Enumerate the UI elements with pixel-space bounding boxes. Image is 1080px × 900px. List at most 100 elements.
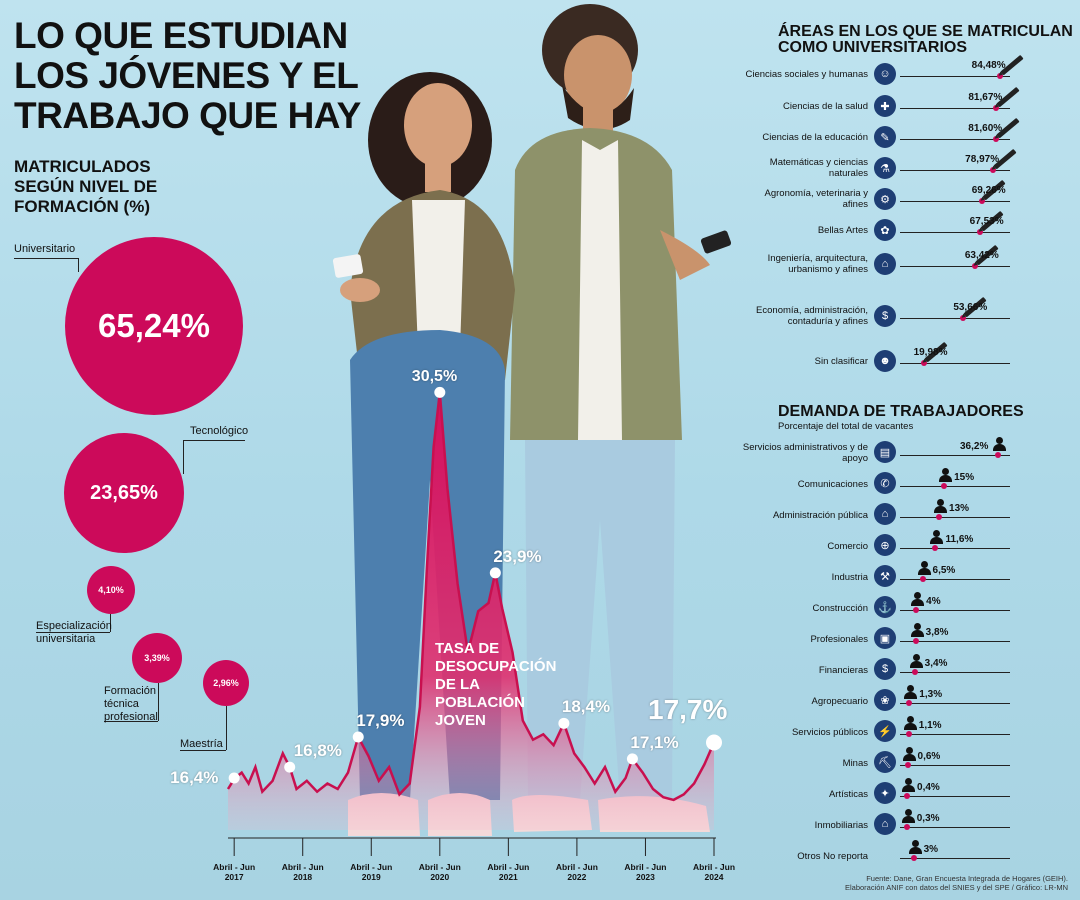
mine-icon: ⛏ <box>874 751 896 773</box>
demand-value: 0,6% <box>917 751 941 762</box>
area-bar-line <box>900 139 1010 140</box>
leader-line <box>158 683 159 721</box>
demand-bar-line <box>900 548 1010 549</box>
area-value: 67,53% <box>969 216 1004 227</box>
demand-bar-line <box>900 517 1010 518</box>
demand-bar-line <box>900 765 1010 766</box>
x-tick-label: Abril - Jun 2017 <box>213 862 256 882</box>
demand-value: 1,1% <box>918 720 942 731</box>
demand-label: Profesionales <box>810 634 868 645</box>
demand-value: 1,3% <box>919 689 943 700</box>
demand-bar-line <box>900 455 1010 456</box>
x-tick-label: Abril - Jun 2018 <box>281 862 324 882</box>
data-point <box>706 734 722 751</box>
x-tick-label: Abril - Jun 2022 <box>555 862 598 882</box>
bubble-label-tecnologico: Tecnológico <box>190 425 249 437</box>
data-label: 16,8% <box>293 741 342 761</box>
demand-label: Comercio <box>827 541 868 552</box>
palette-icon: ✿ <box>874 219 896 241</box>
tick-group <box>233 838 715 856</box>
megaphone-icon: ✆ <box>874 472 896 494</box>
area-label: Matemáticas y ciencias naturales <box>769 157 868 179</box>
demand-bar-line <box>900 610 1010 611</box>
demand-value-dot <box>932 545 939 551</box>
tractor-icon: ⚙ <box>874 188 896 210</box>
demand-value-dot <box>904 762 911 768</box>
source-line-2: Elaboración ANIF con datos del SNIES y d… <box>844 883 1068 892</box>
demand-value-dot <box>903 824 910 830</box>
briefcase-icon: ▣ <box>874 627 896 649</box>
person-icon <box>902 747 916 761</box>
coins-icon: $ <box>874 658 896 680</box>
bubble-maestria: 2,96% <box>203 660 249 706</box>
demand-label: Inmobiliarias <box>814 820 868 831</box>
areas-title-line-2: COMO UNIVERSITARIOS <box>778 39 968 56</box>
demand-label: Otros No reporta <box>797 851 868 862</box>
demand-value-dot <box>941 483 948 489</box>
area-label: Ingeniería, arquitectura, urbanismo y af… <box>767 253 868 275</box>
person-icon <box>992 437 1006 451</box>
demand-value: 3,8% <box>925 627 949 638</box>
demand-value: 0,3% <box>916 813 940 824</box>
bubble-label-universitario: Universitario <box>14 243 76 255</box>
data-label: 18,4% <box>561 697 611 717</box>
utility-icon: ⚡ <box>874 720 896 742</box>
leader-line <box>36 632 110 633</box>
crane-icon: ⚓ <box>874 596 896 618</box>
data-label: 17,1% <box>630 732 679 752</box>
area-label: Ciencias de la educación <box>762 132 868 143</box>
area-label: Ciencias sociales y humanas <box>745 69 868 80</box>
demand-bar-line <box>900 641 1010 642</box>
demand-value-dot <box>905 731 912 737</box>
area-value: 53,66% <box>953 302 988 313</box>
person-icon <box>929 530 944 544</box>
leader-line <box>183 440 184 474</box>
demand-value: 6,5% <box>932 565 956 576</box>
admin-icon: ▤ <box>874 441 896 463</box>
x-tick-label: Abril - Jun 2019 <box>350 862 393 882</box>
demand-value: 4% <box>926 596 941 607</box>
x-tick-label: Abril - Jun 2020 <box>418 862 461 882</box>
bubble-universitario: 65,24% <box>65 237 243 415</box>
person-icon <box>903 716 917 730</box>
data-label: 23,9% <box>493 546 542 566</box>
area-bar-line <box>900 232 1010 233</box>
demand-value: 15% <box>954 472 975 483</box>
area-bar-line <box>900 363 1010 364</box>
demanda-title: DEMANDA DE TRABAJADORES <box>778 403 1024 420</box>
leader-line <box>183 440 245 441</box>
demand-bar-line <box>900 486 1010 487</box>
area-value: 84,48% <box>971 60 1006 71</box>
data-point <box>489 567 501 579</box>
people-icon: ☺ <box>874 63 896 85</box>
man-figure <box>510 4 732 832</box>
area-bar-line <box>900 266 1010 267</box>
demand-bar-line <box>900 672 1010 673</box>
farm-icon: ❀ <box>874 689 896 711</box>
demand-label: Financieras <box>818 665 868 676</box>
demand-value-dot <box>912 638 919 644</box>
person-icon <box>938 468 953 482</box>
demand-bar-line <box>900 827 1010 828</box>
demand-bar-line <box>900 858 1010 859</box>
building-icon: ⌂ <box>874 503 896 525</box>
leader-line <box>78 258 79 272</box>
matriculados-title-line-2: SEGÚN NIVEL DE <box>14 177 158 196</box>
person-icon <box>910 592 925 606</box>
area-bar-line <box>900 170 1010 171</box>
demand-label: Artísticas <box>828 789 868 800</box>
demand-label: Agropecuario <box>811 696 868 707</box>
person-icon <box>933 499 948 513</box>
area-bar-line <box>900 76 1010 77</box>
data-point <box>352 731 364 743</box>
area-label: Agronomía, veterinaria y afines <box>764 188 869 210</box>
point-group <box>228 386 722 784</box>
demand-value-dot <box>911 669 918 675</box>
leader-line <box>226 706 227 750</box>
bubble-label-maestria: Maestría <box>180 738 223 750</box>
factory-icon: ⚒ <box>874 565 896 587</box>
area-label: Sin clasificar <box>814 356 868 367</box>
leader-line <box>110 614 111 632</box>
person-icon <box>917 561 931 575</box>
area-value: 81,67% <box>968 92 1003 103</box>
